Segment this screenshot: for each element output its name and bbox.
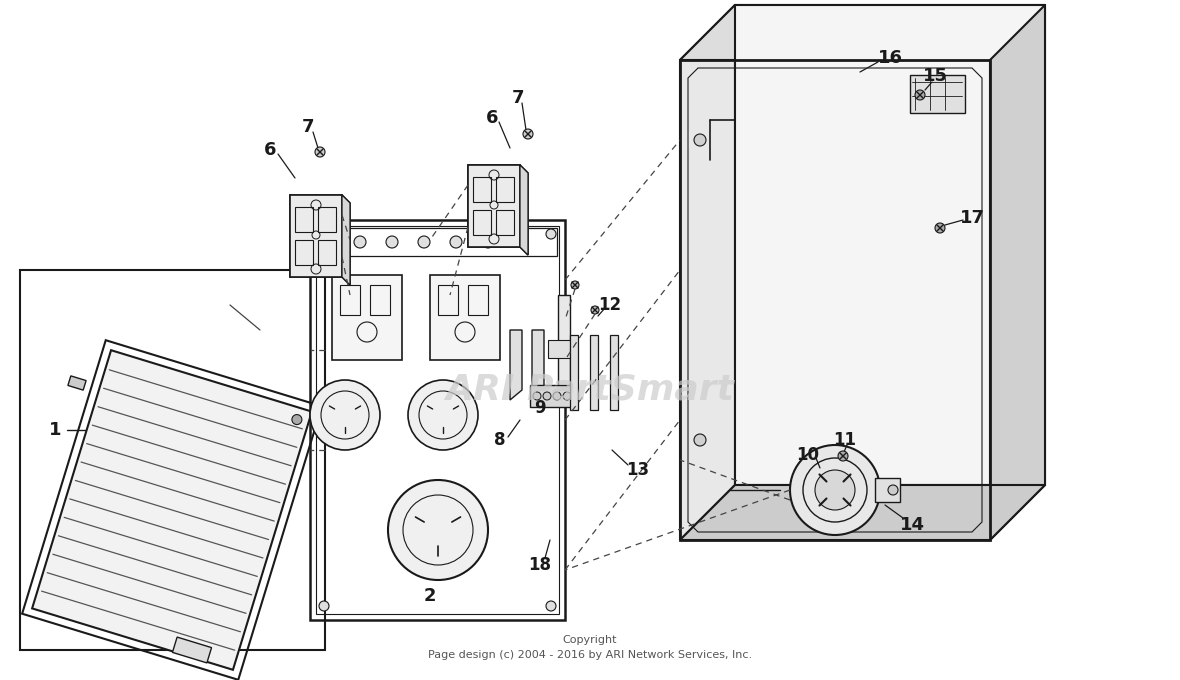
Text: 12: 12 bbox=[598, 296, 622, 314]
Text: Copyright: Copyright bbox=[563, 635, 617, 645]
Circle shape bbox=[694, 434, 706, 446]
Bar bbox=[558, 295, 570, 395]
Circle shape bbox=[553, 392, 560, 400]
Text: 18: 18 bbox=[529, 556, 551, 574]
Bar bbox=[430, 275, 500, 360]
Polygon shape bbox=[468, 165, 527, 255]
Text: 13: 13 bbox=[627, 461, 649, 479]
Polygon shape bbox=[735, 5, 1045, 485]
Circle shape bbox=[291, 415, 302, 424]
Text: 15: 15 bbox=[923, 67, 948, 85]
Bar bbox=[570, 335, 578, 410]
Circle shape bbox=[914, 90, 925, 100]
Text: Page design (c) 2004 - 2016 by ARI Network Services, Inc.: Page design (c) 2004 - 2016 by ARI Netwo… bbox=[428, 650, 752, 660]
Polygon shape bbox=[680, 485, 1045, 540]
Circle shape bbox=[563, 392, 571, 400]
Bar bbox=[548, 340, 570, 358]
Circle shape bbox=[408, 380, 478, 450]
Circle shape bbox=[889, 485, 898, 495]
Circle shape bbox=[354, 236, 366, 248]
Text: 7: 7 bbox=[302, 118, 314, 136]
Circle shape bbox=[523, 129, 533, 139]
Bar bbox=[332, 275, 402, 360]
Polygon shape bbox=[32, 350, 312, 670]
Circle shape bbox=[481, 236, 494, 248]
Bar bbox=[496, 177, 514, 202]
Polygon shape bbox=[680, 5, 735, 540]
Bar bbox=[340, 285, 360, 315]
Polygon shape bbox=[532, 330, 544, 400]
Bar bbox=[590, 335, 598, 410]
Text: 10: 10 bbox=[796, 446, 819, 464]
Text: 7: 7 bbox=[512, 89, 524, 107]
Text: ARI PartSmart: ARI PartSmart bbox=[446, 373, 734, 407]
Bar bbox=[295, 240, 313, 265]
Polygon shape bbox=[680, 5, 1045, 60]
Bar bbox=[473, 177, 491, 202]
Text: 6: 6 bbox=[264, 141, 276, 159]
Circle shape bbox=[388, 480, 489, 580]
Text: 17: 17 bbox=[959, 209, 984, 227]
Circle shape bbox=[838, 451, 848, 461]
Polygon shape bbox=[876, 478, 900, 502]
Circle shape bbox=[546, 601, 556, 611]
Circle shape bbox=[319, 601, 329, 611]
Circle shape bbox=[315, 147, 324, 157]
Circle shape bbox=[386, 236, 398, 248]
Polygon shape bbox=[510, 330, 522, 400]
Circle shape bbox=[694, 134, 706, 146]
Text: 11: 11 bbox=[833, 431, 857, 449]
Circle shape bbox=[591, 306, 599, 314]
Polygon shape bbox=[468, 165, 520, 247]
Bar bbox=[468, 285, 489, 315]
Circle shape bbox=[322, 236, 334, 248]
Circle shape bbox=[319, 229, 329, 239]
Circle shape bbox=[546, 229, 556, 239]
Circle shape bbox=[571, 281, 579, 289]
Polygon shape bbox=[290, 195, 350, 285]
Text: 1: 1 bbox=[48, 421, 61, 439]
Bar bbox=[438, 285, 458, 315]
Circle shape bbox=[789, 445, 880, 535]
Bar bbox=[317, 207, 336, 232]
Text: 9: 9 bbox=[535, 399, 546, 417]
Text: 14: 14 bbox=[899, 516, 924, 534]
Circle shape bbox=[450, 236, 463, 248]
Bar bbox=[317, 240, 336, 265]
Bar bbox=[610, 335, 618, 410]
Circle shape bbox=[543, 392, 551, 400]
Polygon shape bbox=[68, 376, 86, 390]
Bar bbox=[20, 270, 324, 650]
Bar bbox=[295, 207, 313, 232]
Polygon shape bbox=[990, 5, 1045, 540]
Bar bbox=[473, 210, 491, 235]
Text: 8: 8 bbox=[494, 431, 506, 449]
Circle shape bbox=[418, 236, 430, 248]
Circle shape bbox=[533, 392, 540, 400]
Polygon shape bbox=[342, 195, 350, 285]
Bar bbox=[317, 228, 557, 256]
Text: 16: 16 bbox=[878, 49, 903, 67]
Bar bbox=[496, 210, 514, 235]
Text: 6: 6 bbox=[486, 109, 498, 127]
Circle shape bbox=[310, 380, 380, 450]
Bar bbox=[530, 385, 575, 407]
Text: 2: 2 bbox=[424, 587, 437, 605]
Circle shape bbox=[935, 223, 945, 233]
Bar bbox=[371, 285, 391, 315]
Bar bbox=[680, 60, 990, 540]
Circle shape bbox=[815, 470, 855, 510]
Polygon shape bbox=[290, 195, 342, 277]
Bar bbox=[910, 75, 965, 113]
Polygon shape bbox=[520, 165, 527, 255]
Polygon shape bbox=[172, 637, 211, 663]
